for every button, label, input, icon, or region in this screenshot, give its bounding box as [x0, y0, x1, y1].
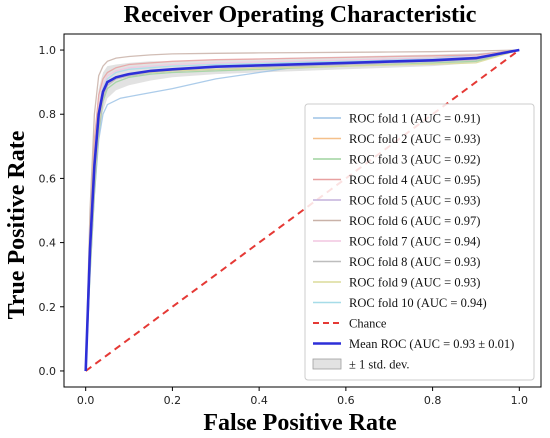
std-band-layer [85, 50, 520, 371]
y-tick-label: 0.6 [39, 172, 57, 185]
mean-roc-line [84, 48, 520, 372]
std-band-area [85, 50, 520, 371]
legend-label-7: ROC fold 7 (AUC = 0.94) [349, 235, 480, 249]
legend-label-13: ± 1 std. dev. [349, 358, 410, 372]
roc-fold-4-line [85, 49, 520, 372]
y-tick-label: 0.8 [39, 108, 57, 121]
legend-label-3: ROC fold 3 (AUC = 0.92) [349, 153, 480, 167]
legend-swatch-std [312, 358, 342, 370]
legend-label-5: ROC fold 5 (AUC = 0.93) [349, 194, 480, 208]
legend-label-4: ROC fold 4 (AUC = 0.95) [349, 173, 480, 187]
x-axis-ticks: 0.0 0.2 0.4 0.6 0.8 1.0 [77, 387, 528, 407]
legend-label-8: ROC fold 8 (AUC = 0.93) [349, 255, 480, 269]
x-tick-label: 1.0 [511, 394, 529, 407]
legend-label-9: ROC fold 9 (AUC = 0.93) [349, 276, 480, 290]
legend-items: ROC fold 1 (AUC = 0.91) ROC fold 2 (AUC =… [312, 112, 514, 372]
legend-label-2: ROC fold 2 (AUC = 0.93) [349, 132, 480, 146]
y-axis-label: True Positive Rate [4, 130, 30, 319]
roc-fold-6-line [85, 49, 520, 372]
x-tick-label: 0.8 [424, 394, 442, 407]
x-axis-label: False Positive Rate [203, 410, 397, 436]
y-tick-label: 0.0 [39, 365, 57, 378]
x-tick-label: 0.6 [337, 394, 355, 407]
x-tick-label: 0.2 [164, 394, 182, 407]
x-tick-label: 0.0 [77, 394, 95, 407]
legend-label-6: ROC fold 6 (AUC = 0.97) [349, 214, 480, 228]
legend: ROC fold 1 (AUC = 0.91) ROC fold 2 (AUC =… [304, 103, 535, 381]
y-tick-label: 1.0 [39, 44, 57, 57]
legend-label-1: ROC fold 1 (AUC = 0.91) [349, 112, 480, 126]
mean-line-layer [84, 48, 520, 372]
x-tick-label: 0.4 [250, 394, 268, 407]
chart-title: Receiver Operating Characteristic [124, 2, 477, 28]
legend-frame [304, 103, 535, 381]
y-tick-label: 0.4 [39, 237, 57, 250]
y-tick-label: 0.2 [39, 301, 57, 314]
legend-label-11: Chance [349, 317, 387, 331]
legend-label-10: ROC fold 10 (AUC = 0.94) [349, 296, 487, 310]
legend-label-12: Mean ROC (AUC = 0.93 ± 0.01) [349, 337, 514, 351]
y-axis-ticks: 0.0 0.2 0.4 0.6 0.8 1.0 [39, 44, 64, 378]
